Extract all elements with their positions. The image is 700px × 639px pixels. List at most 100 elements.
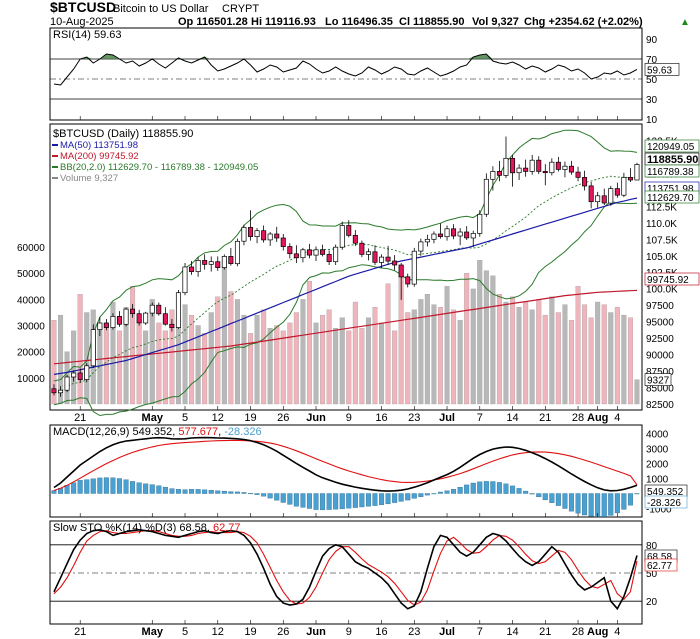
macd-title-part: 577.677 <box>178 426 218 438</box>
volume-bar <box>267 328 273 405</box>
candle-body <box>313 249 319 256</box>
candle-body <box>431 233 437 240</box>
rsi-last-value-label: 59.63 <box>647 65 672 76</box>
legend-label: MA(50) 113751.98 <box>60 140 138 151</box>
candle-body <box>202 260 208 265</box>
volume-last-value-box <box>644 373 672 386</box>
macd-histogram-bar <box>529 493 535 495</box>
volume-axis-tick: 30000 <box>17 322 45 333</box>
sto-k-line <box>53 528 638 611</box>
macd-histogram-bar <box>379 493 385 505</box>
x-axis-label-top: Jul <box>439 412 455 424</box>
price-panel: 122.5K120.0K117.5K115.0K112.5K110.0K107.… <box>17 128 700 417</box>
candle-body <box>437 233 443 237</box>
candle-body <box>464 231 470 239</box>
macd-axis-tick: 3000 <box>646 445 669 456</box>
candle-body <box>228 256 234 264</box>
macd-histogram-bar <box>162 486 168 494</box>
macd-histogram-bar <box>103 477 109 494</box>
candle-body <box>261 230 267 241</box>
x-axis-label-top: Aug <box>587 412 608 424</box>
volume-bar <box>313 322 319 405</box>
price-value-box <box>644 190 700 204</box>
price-axis-tick: 90000 <box>646 351 674 362</box>
price-value-label: 118855.90 <box>647 154 698 166</box>
candle-body <box>116 316 122 325</box>
candle-body <box>562 165 568 170</box>
volume-bar <box>385 283 391 405</box>
macd-histogram-bar <box>477 481 483 494</box>
candle-body <box>320 249 326 255</box>
volume-bar <box>254 314 260 405</box>
candle-body <box>306 249 312 256</box>
price-axis-tick: 85000 <box>646 384 674 395</box>
candle-body <box>451 228 457 237</box>
macd-histogram-bar <box>300 493 306 508</box>
candle-body <box>405 276 411 285</box>
macd-histogram-bar <box>411 493 417 499</box>
volume-bar <box>58 314 64 405</box>
price-axis-tick: 105.0K <box>646 252 678 263</box>
volume-bar <box>280 330 286 405</box>
sto-panel-frame <box>49 520 643 625</box>
macd-histogram-bar <box>405 493 411 501</box>
x-axis-label-bottom: 9 <box>346 626 352 638</box>
macd-axis-tick: -1000 <box>646 505 672 516</box>
candle-body <box>444 228 450 238</box>
candle-body <box>627 177 633 181</box>
macd-histogram-bar <box>621 493 627 510</box>
candle-body <box>287 246 293 255</box>
candle-body <box>169 323 175 328</box>
candle-body <box>634 164 640 181</box>
candle-body <box>248 227 254 237</box>
macd-histogram-bar <box>510 485 516 494</box>
candle-body <box>555 161 561 170</box>
volume-bar <box>156 322 162 405</box>
sto-value-box <box>644 558 678 572</box>
candle-body <box>379 256 385 263</box>
candle-body <box>372 251 378 263</box>
macd-histogram-bar <box>555 493 561 506</box>
price-axis-tick: 92500 <box>646 334 674 345</box>
macd-histogram-bar <box>175 489 181 494</box>
macd-histogram-bar <box>588 493 594 517</box>
candle-body <box>143 312 149 324</box>
volume-bar <box>490 275 496 405</box>
macd-histogram-bar <box>627 493 633 506</box>
volume-bar <box>496 294 502 405</box>
candle-body <box>503 157 509 176</box>
macd-histogram-bar <box>549 493 555 503</box>
macd-histogram-bar <box>90 478 96 494</box>
legend-label: MA(200) 99745.92 <box>60 151 139 162</box>
macd-histogram-bar <box>77 480 83 494</box>
candle-body <box>64 376 70 391</box>
rsi-axis-tick: 30 <box>646 95 658 106</box>
candle-body <box>359 242 365 255</box>
macd-axis-tick: 2000 <box>646 460 669 471</box>
candle-body <box>90 329 96 367</box>
volume-bar <box>359 328 365 405</box>
x-axis-label-bottom: 12 <box>212 626 224 638</box>
macd-histogram-bar <box>110 477 116 494</box>
volume-bar <box>300 299 306 405</box>
macd-histogram-bar <box>608 493 614 516</box>
price-axis-tick: 110.0K <box>646 219 677 230</box>
macd-histogram-bar <box>437 491 443 494</box>
price-axis-tick: 100.0K <box>646 285 678 296</box>
x-axis-label-top: 7 <box>477 412 483 424</box>
volume-bar <box>536 299 542 405</box>
volume-bar <box>189 314 195 405</box>
macd-histogram-bar <box>542 493 548 501</box>
x-axis-label-bottom: 28 <box>572 626 584 638</box>
x-axis-label-bottom: 7 <box>477 626 483 638</box>
candle-body <box>208 261 214 265</box>
symbol-name: Bitcoin to US Dollar <box>113 3 209 15</box>
candle-body <box>523 167 529 172</box>
x-axis-label-top: 21 <box>74 412 86 424</box>
candle-body <box>490 171 496 180</box>
candle-body <box>536 159 542 172</box>
candle-body <box>136 313 142 324</box>
candle-body <box>549 161 555 174</box>
rsi-line <box>53 53 638 86</box>
